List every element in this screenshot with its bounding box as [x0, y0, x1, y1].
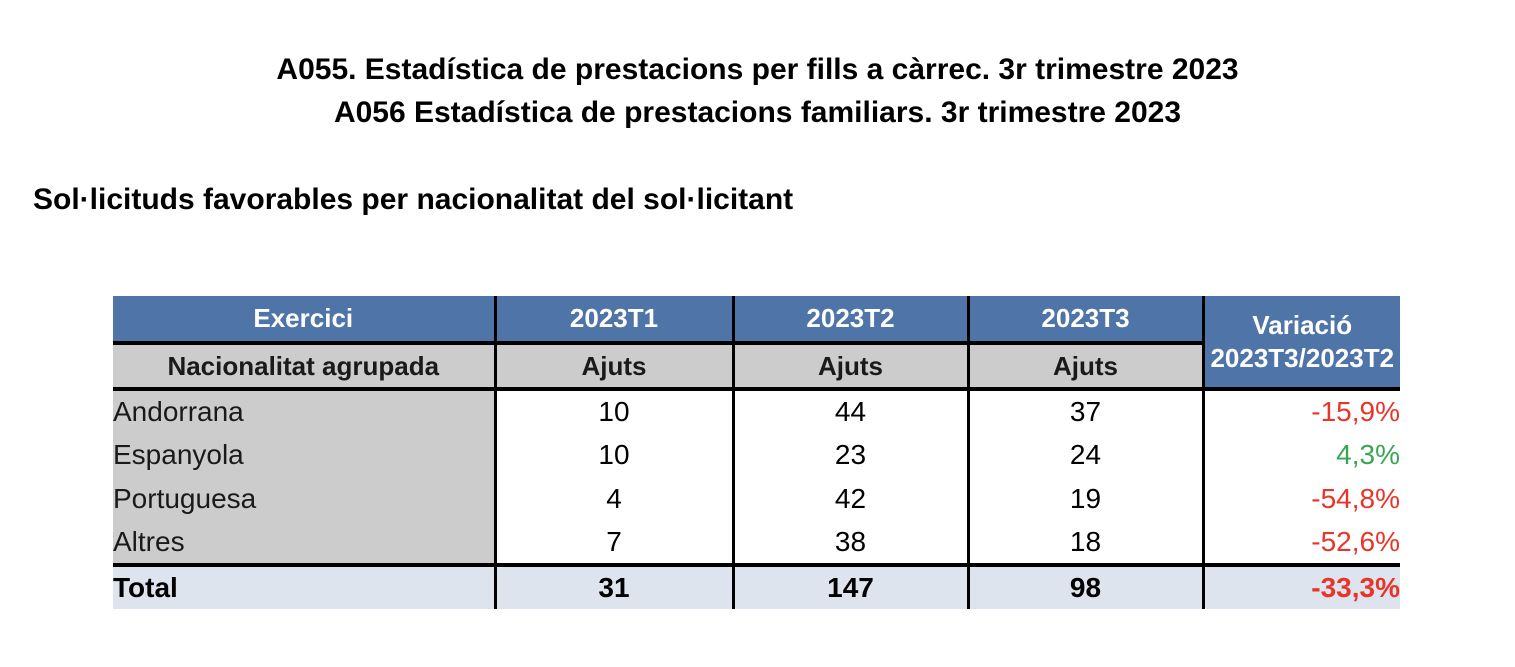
total-t1: 31 — [493, 563, 733, 609]
total-label: Total — [113, 563, 495, 609]
value-variation: -52,6% — [1201, 521, 1400, 565]
col-header-nacionalitat: Nacionalitat agrupada — [113, 343, 495, 391]
row-label: Espanyola — [113, 433, 495, 477]
value-variation: -54,8% — [1201, 477, 1400, 521]
total-variation: -33,3% — [1201, 563, 1400, 609]
col-header-ajuts-t1: Ajuts — [493, 343, 733, 391]
value-t3: 24 — [966, 433, 1203, 477]
row-label: Altres — [113, 521, 495, 565]
table-row-total: Total 31 147 98 -33,3% — [113, 563, 1400, 609]
header-row-nacionalitat: Nacionalitat agrupada Ajuts Ajuts Ajuts — [113, 343, 1400, 391]
value-t1: 10 — [493, 389, 733, 433]
value-variation: 4,3% — [1201, 433, 1400, 477]
value-t1: 7 — [493, 521, 733, 565]
value-t2: 44 — [731, 389, 968, 433]
col-header-ajuts-t3: Ajuts — [966, 343, 1203, 391]
col-header-2023t1: 2023T1 — [493, 296, 733, 345]
variacio-label-line2: 2023T3/2023T2 — [1210, 342, 1395, 373]
value-t1: 10 — [493, 433, 733, 477]
row-label: Portuguesa — [113, 477, 495, 521]
value-t2: 38 — [731, 521, 968, 565]
table-row-espanyola: Espanyola 10 23 24 4,3% — [113, 433, 1400, 477]
table-row-andorrana: Andorrana 10 44 37 -15,9% — [113, 389, 1400, 433]
value-variation: -15,9% — [1201, 389, 1400, 433]
stats-table: Exercici 2023T1 2023T2 2023T3 Variació 2… — [113, 296, 1400, 609]
col-header-2023t3: 2023T3 — [966, 296, 1203, 345]
value-t2: 23 — [731, 433, 968, 477]
total-t3: 98 — [966, 563, 1203, 609]
table-row-altres: Altres 7 38 18 -52,6% — [113, 521, 1400, 565]
variacio-label-line1: Variació — [1252, 309, 1353, 340]
col-header-variacio: Variació 2023T3/2023T2 — [1201, 296, 1400, 391]
header-row-exercici: Exercici 2023T1 2023T2 2023T3 Variació 2… — [113, 296, 1400, 391]
row-label: Andorrana — [113, 389, 495, 433]
value-t3: 18 — [966, 521, 1203, 565]
table-row-portuguesa: Portuguesa 4 42 19 -54,8% — [113, 477, 1400, 521]
value-t3: 19 — [966, 477, 1203, 521]
col-header-ajuts-t2: Ajuts — [731, 343, 968, 391]
report-title-line1: A055. Estadística de prestacions per fil… — [276, 53, 1239, 86]
value-t2: 42 — [731, 477, 968, 521]
section-heading: Sol·licituds favorables per nacionalitat… — [33, 183, 794, 216]
col-header-exercici: Exercici — [113, 296, 495, 345]
report-title-line2: A056 Estadística de prestacions familiar… — [333, 96, 1182, 129]
total-t2: 147 — [731, 563, 968, 609]
value-t1: 4 — [493, 477, 733, 521]
value-t3: 37 — [966, 389, 1203, 433]
col-header-2023t2: 2023T2 — [731, 296, 968, 345]
report-title: A055. Estadística de prestacions per fil… — [0, 0, 1515, 134]
